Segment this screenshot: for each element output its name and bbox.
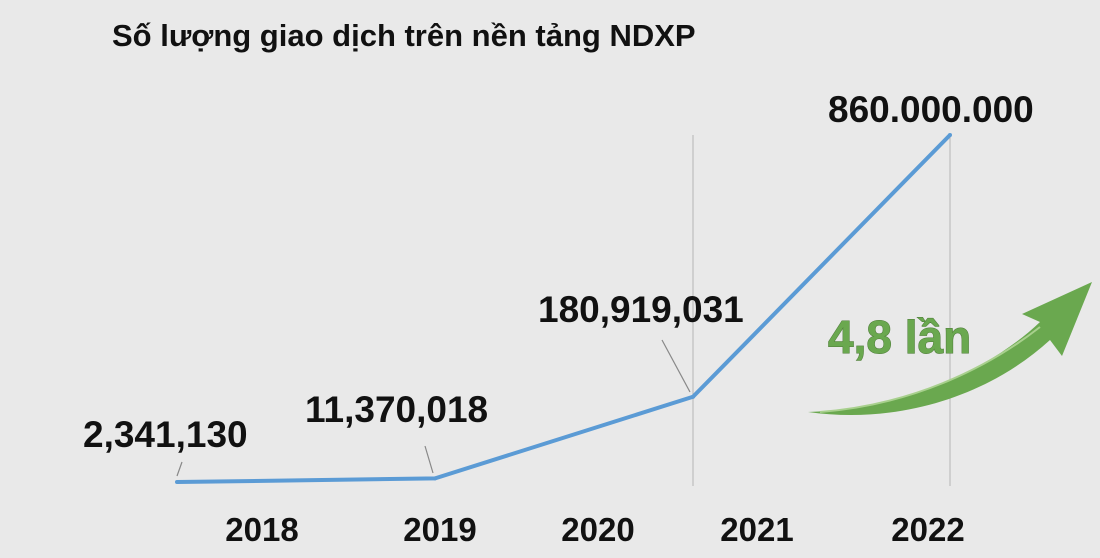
data-label: 11,370,018	[305, 389, 488, 430]
x-tick-label: 2019	[403, 511, 476, 548]
chart-title: Số lượng giao dịch trên nền tảng NDXP	[112, 18, 696, 53]
x-tick-label: 2022	[891, 511, 964, 548]
x-tick-label: 2021	[720, 511, 793, 548]
growth-annotation: 4,8 lần	[828, 311, 971, 363]
data-label: 2,341,130	[83, 414, 248, 455]
data-label: 180,919,031	[538, 289, 744, 330]
data-point	[691, 394, 695, 399]
growth-arrow-icon	[808, 282, 1092, 416]
leader-line	[424, 445, 434, 474]
data-label: 860.000.000	[828, 89, 1034, 130]
leader-line	[176, 461, 183, 477]
x-tick-label: 2018	[225, 511, 298, 548]
data-point	[175, 480, 179, 485]
leader-line	[661, 339, 691, 393]
data-point	[433, 476, 437, 481]
x-tick-label: 2020	[561, 511, 634, 548]
series-line	[176, 133, 952, 485]
data-point	[948, 133, 952, 137]
